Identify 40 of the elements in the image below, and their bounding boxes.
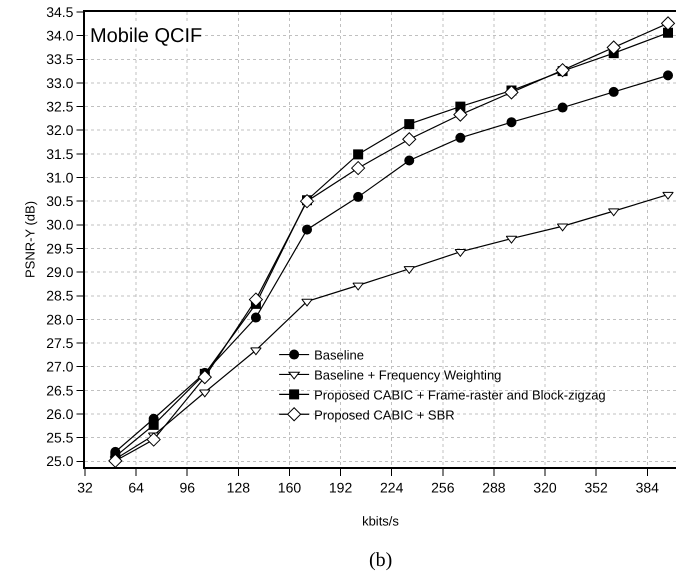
x-tick-label: 384 [636, 480, 660, 496]
legend-label: Baseline + Frequency Weighting [314, 368, 502, 383]
x-tick-label: 32 [77, 480, 93, 496]
x-tick-label: 352 [584, 480, 608, 496]
y-tick-label: 28.5 [46, 288, 74, 304]
x-tick-label: 192 [328, 480, 352, 496]
annotation: Mobile QCIF [90, 25, 202, 47]
y-tick-label: 34.5 [46, 4, 74, 20]
y-tick-label: 31.0 [46, 169, 74, 186]
y-tick-label: 29.0 [46, 264, 74, 280]
y-tick-label: 30.5 [46, 193, 74, 210]
y-axis-title: PSNR-Y (dB) [22, 200, 38, 278]
y-tick-label: 27.0 [46, 358, 74, 375]
y-tick-label: 26.0 [46, 406, 74, 422]
y-tick-label: 33.5 [46, 51, 74, 68]
text: (b) [369, 549, 392, 571]
y-tick-label: 26.5 [46, 382, 74, 398]
x-tick-label: 160 [278, 480, 302, 496]
y-tick-label: 25.5 [46, 430, 74, 446]
x-axis-title: kbits/s [362, 514, 400, 529]
y-tick-label: 32.0 [46, 122, 74, 138]
y-tick-label: 31.5 [46, 146, 74, 162]
x-tick-label: 256 [431, 480, 455, 496]
x-tick-label: 320 [533, 480, 557, 496]
x-tick-label: 128 [226, 480, 250, 496]
y-tick-label: 28.0 [46, 311, 74, 328]
x-tick-label: 288 [482, 480, 506, 496]
y-tick-label: 32.5 [46, 98, 74, 114]
y-tick-label: 25.0 [46, 453, 74, 470]
y-tick-label: 33.0 [46, 74, 74, 91]
y-tick-label: 30.0 [46, 216, 74, 233]
x-tick-label: 96 [179, 480, 196, 496]
legend-label: Proposed CABIC + Frame-raster and Block-zigzag [314, 387, 606, 402]
y-tick-label: 29.5 [46, 240, 74, 256]
y-tick-label: 27.5 [46, 334, 74, 351]
x-tick-label: 64 [128, 480, 144, 496]
legend-label: Proposed CABIC + SBR [314, 407, 455, 422]
x-tick-label: 224 [380, 480, 404, 496]
legend-label: Baseline [314, 348, 364, 363]
y-tick-label: 34.0 [46, 28, 74, 44]
